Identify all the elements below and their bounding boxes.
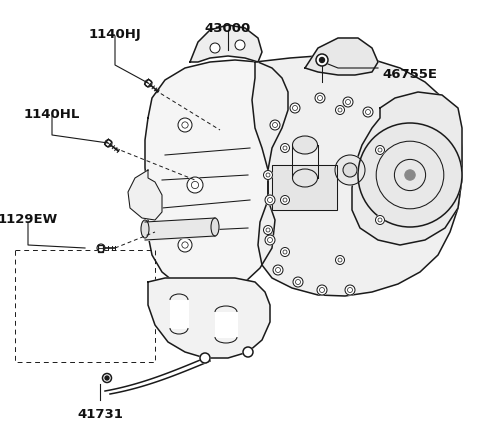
- Circle shape: [210, 43, 220, 53]
- Text: 1140HJ: 1140HJ: [89, 28, 142, 41]
- Circle shape: [375, 146, 384, 154]
- Circle shape: [293, 277, 303, 287]
- Circle shape: [358, 123, 462, 227]
- Bar: [272, 165, 337, 210]
- Circle shape: [290, 103, 300, 113]
- Polygon shape: [190, 25, 262, 62]
- Circle shape: [145, 80, 152, 87]
- Text: 1129EW: 1129EW: [0, 213, 58, 226]
- Circle shape: [200, 353, 210, 363]
- Circle shape: [363, 107, 373, 117]
- Polygon shape: [305, 38, 378, 75]
- Polygon shape: [352, 92, 462, 245]
- Circle shape: [343, 163, 357, 177]
- Bar: [170, 300, 188, 328]
- Circle shape: [265, 235, 275, 245]
- Polygon shape: [252, 55, 462, 296]
- Polygon shape: [145, 60, 288, 292]
- Circle shape: [103, 373, 111, 383]
- Circle shape: [280, 247, 289, 256]
- Circle shape: [317, 285, 327, 295]
- Circle shape: [270, 120, 280, 130]
- Circle shape: [178, 238, 192, 252]
- Circle shape: [335, 155, 365, 185]
- Bar: [215, 312, 237, 337]
- Circle shape: [105, 376, 109, 380]
- Circle shape: [336, 255, 345, 264]
- Circle shape: [280, 143, 289, 153]
- Ellipse shape: [211, 218, 219, 236]
- Circle shape: [265, 195, 275, 205]
- Ellipse shape: [141, 220, 149, 238]
- Polygon shape: [128, 170, 162, 220]
- Circle shape: [405, 170, 415, 180]
- Circle shape: [336, 105, 345, 114]
- Circle shape: [178, 118, 192, 132]
- Circle shape: [105, 140, 112, 147]
- Circle shape: [315, 93, 325, 103]
- Circle shape: [243, 347, 253, 357]
- Circle shape: [280, 195, 289, 205]
- Circle shape: [375, 215, 384, 224]
- Polygon shape: [105, 139, 112, 147]
- Circle shape: [264, 170, 273, 179]
- Circle shape: [343, 97, 353, 107]
- Ellipse shape: [292, 136, 317, 154]
- Circle shape: [345, 285, 355, 295]
- Circle shape: [320, 57, 324, 62]
- Text: 43000: 43000: [205, 22, 251, 35]
- Text: 1140HL: 1140HL: [24, 108, 80, 121]
- Circle shape: [316, 54, 328, 66]
- Bar: [272, 165, 337, 210]
- Circle shape: [97, 244, 105, 252]
- Polygon shape: [98, 244, 103, 251]
- Circle shape: [235, 40, 245, 50]
- Text: 41731: 41731: [77, 408, 123, 421]
- Polygon shape: [148, 278, 270, 358]
- Ellipse shape: [292, 169, 317, 187]
- Circle shape: [187, 177, 203, 193]
- Circle shape: [264, 226, 273, 235]
- Circle shape: [273, 265, 283, 275]
- Polygon shape: [144, 79, 152, 87]
- Text: 46755E: 46755E: [382, 68, 437, 81]
